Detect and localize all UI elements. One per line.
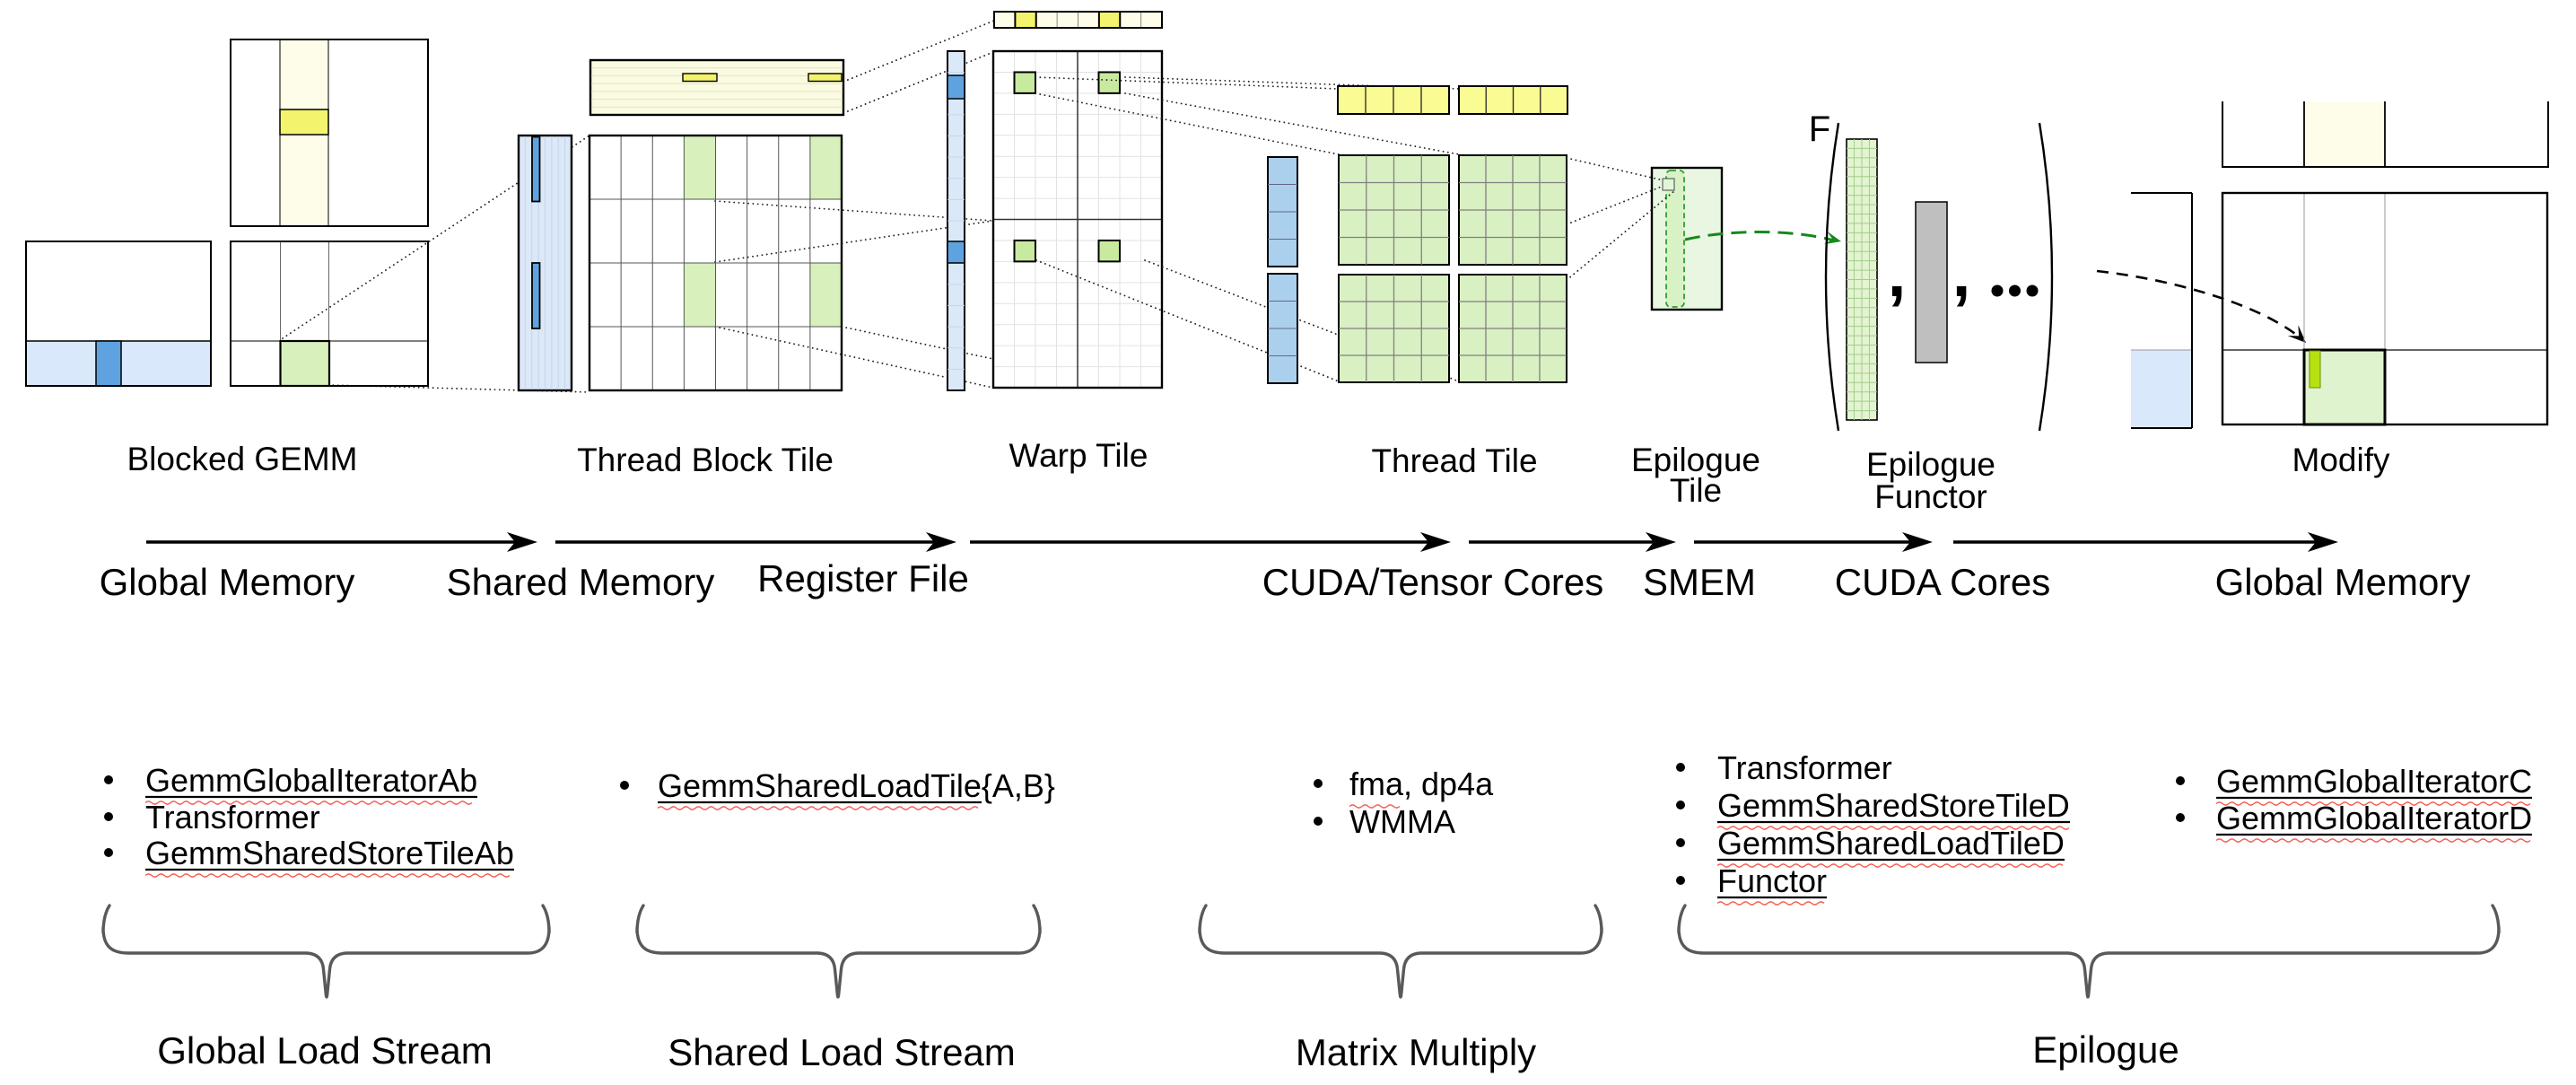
svg-text:GemmSharedLoadTile{A,B}: GemmSharedLoadTile{A,B} [658,767,1055,804]
svg-text:SMEM: SMEM [1643,561,1756,603]
svg-text:GemmGlobalIteratorC: GemmGlobalIteratorC [2216,763,2532,800]
svg-text:Functor: Functor [1717,862,1827,899]
svg-text:GemmGlobalIteratorD: GemmGlobalIteratorD [2216,800,2532,836]
svg-text:Blocked GEMM: Blocked GEMM [127,441,357,477]
svg-text:Global Memory: Global Memory [2215,561,2471,603]
svg-text:,: , [1888,236,1907,311]
svg-text:GemmSharedStoreTileD: GemmSharedStoreTileD [1717,787,2070,824]
svg-text:Tile: Tile [1670,472,1722,509]
svg-text:Global Memory: Global Memory [100,561,355,603]
svg-text:GemmSharedStoreTileAb: GemmSharedStoreTileAb [145,835,514,871]
svg-text:Functor: Functor [1874,478,1987,515]
svg-text:fma, dp4a: fma, dp4a [1349,766,1494,802]
svg-text:GemmGlobalIteratorAb: GemmGlobalIteratorAb [145,762,477,799]
svg-text:Transformer: Transformer [1717,749,1892,786]
svg-text:Epilogue: Epilogue [1631,442,1760,478]
svg-text:Register File: Register File [757,557,969,599]
svg-text:,: , [1952,236,1971,311]
svg-text:Transformer: Transformer [145,799,320,836]
svg-text:CUDA Cores: CUDA Cores [1835,561,2050,603]
svg-text:Matrix Multiply: Matrix Multiply [1296,1031,1536,1073]
svg-text:GemmSharedLoadTileD: GemmSharedLoadTileD [1717,825,2065,862]
svg-text:Shared Load Stream: Shared Load Stream [668,1031,1016,1073]
svg-text:Modify: Modify [2292,442,2390,478]
svg-text:Epilogue: Epilogue [1866,446,1995,483]
svg-text:Epilogue: Epilogue [2032,1028,2179,1071]
svg-text:F: F [1809,109,1830,149]
svg-text:Thread Block Tile: Thread Block Tile [577,442,834,478]
svg-text:Thread Tile: Thread Tile [1371,442,1537,479]
svg-text:Shared Memory: Shared Memory [447,561,715,603]
svg-text:Warp Tile: Warp Tile [1009,437,1148,474]
svg-text:CUDA/Tensor Cores: CUDA/Tensor Cores [1262,561,1603,603]
svg-text:WMMA: WMMA [1349,803,1455,840]
svg-text:Global Load Stream: Global Load Stream [157,1029,493,1072]
